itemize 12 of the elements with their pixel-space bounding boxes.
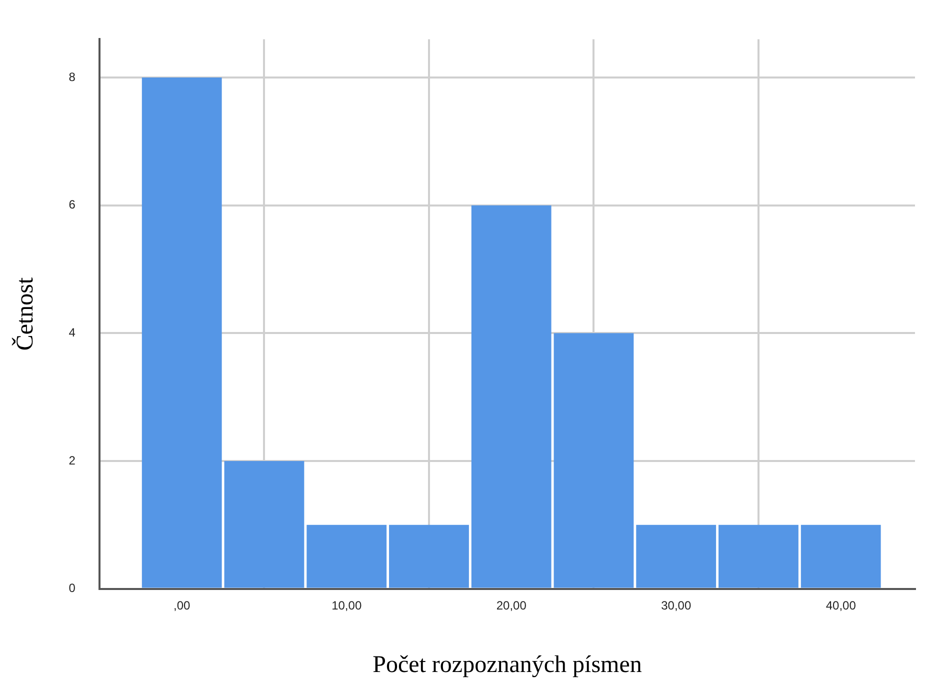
y-axis-title: Četnost bbox=[12, 277, 39, 351]
y-tick-label: 4 bbox=[68, 325, 76, 340]
x-tick-label: ,00 bbox=[174, 598, 191, 612]
x-tick-label: 30,00 bbox=[661, 598, 692, 612]
x-axis-title: Počet rozpoznaných písmen bbox=[372, 652, 642, 678]
y-tick-label: 2 bbox=[68, 453, 76, 468]
x-tick-label: 20,00 bbox=[496, 598, 527, 612]
y-tick-label: 6 bbox=[68, 198, 76, 212]
x-tick-label: 40,00 bbox=[826, 598, 856, 612]
y-tick-label: 0 bbox=[68, 581, 76, 596]
y-tick-label: 8 bbox=[68, 70, 76, 84]
x-tick-label: 10,00 bbox=[332, 598, 362, 612]
